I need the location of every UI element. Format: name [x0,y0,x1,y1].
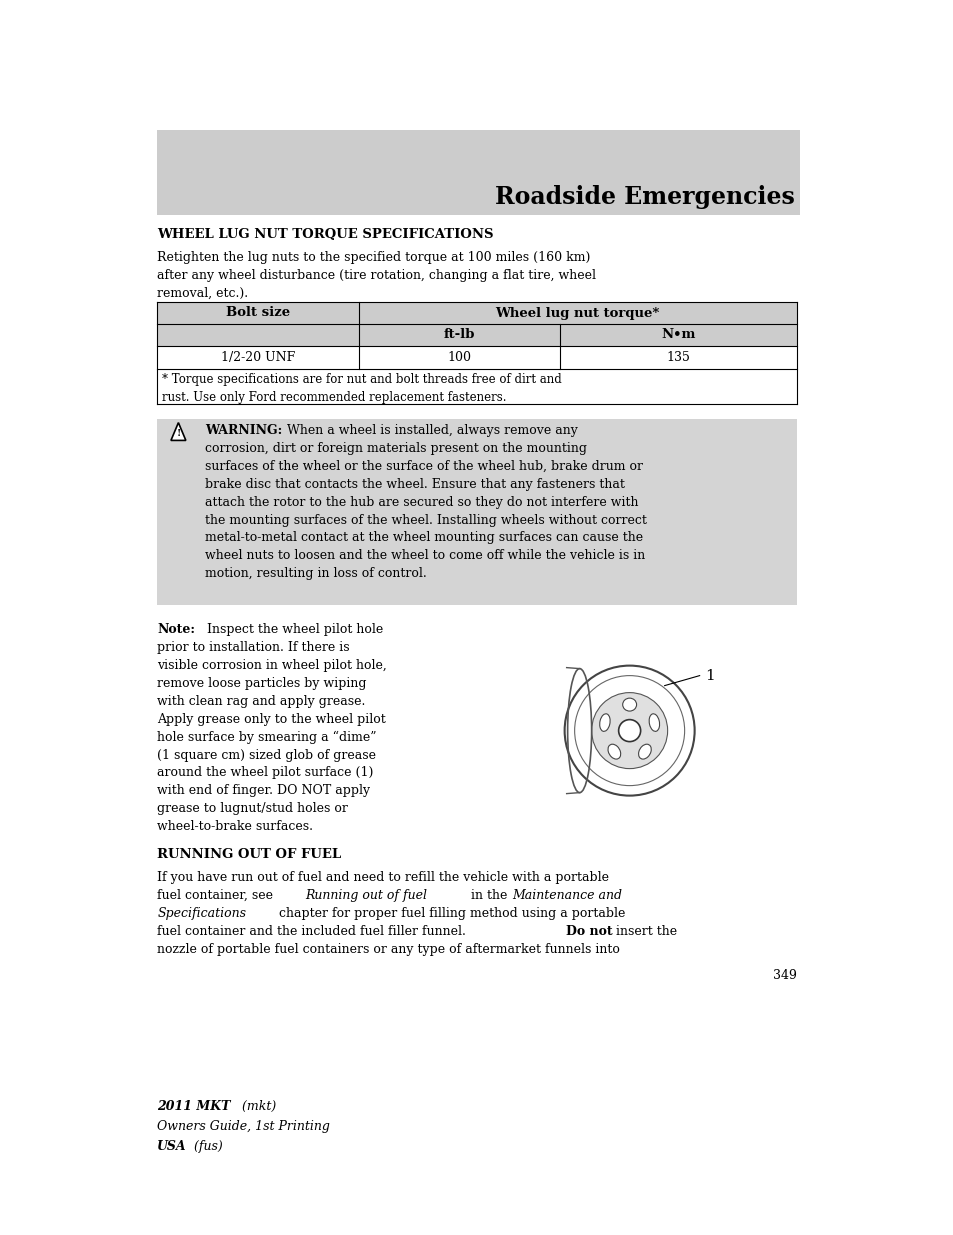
Text: (mkt): (mkt) [237,1100,275,1113]
Text: attach the rotor to the hub are secured so they do not interfere with: attach the rotor to the hub are secured … [205,495,638,509]
Text: * Torque specifications are for nut and bolt threads free of dirt and: * Torque specifications are for nut and … [162,373,561,387]
Polygon shape [171,422,186,441]
Text: ft-lb: ft-lb [443,329,475,342]
Text: Wheel lug nut torque*: Wheel lug nut torque* [495,306,659,320]
Text: nozzle of portable fuel containers or any type of aftermarket funnels into: nozzle of portable fuel containers or an… [157,942,619,956]
Text: Specifications: Specifications [157,906,246,920]
Ellipse shape [564,666,694,795]
Ellipse shape [638,745,651,760]
Text: Do not: Do not [565,925,612,937]
Ellipse shape [622,698,636,711]
Ellipse shape [618,720,640,741]
Text: metal-to-metal contact at the wheel mounting surfaces can cause the: metal-to-metal contact at the wheel moun… [205,531,642,545]
Text: fuel container and the included fuel filler funnel.: fuel container and the included fuel fil… [157,925,470,937]
Ellipse shape [648,714,659,731]
Text: (1 square cm) sized glob of grease: (1 square cm) sized glob of grease [157,748,376,762]
Text: N•m: N•m [660,329,695,342]
Text: fuel container, see: fuel container, see [157,889,277,902]
Text: 135: 135 [666,351,690,364]
Bar [157,369,796,404]
Text: after any wheel disturbance (tire rotation, changing a flat tire, wheel: after any wheel disturbance (tire rotati… [157,269,596,282]
Bar [157,303,796,324]
Text: Retighten the lug nuts to the specified torque at 100 miles (160 km): Retighten the lug nuts to the specified … [157,251,590,264]
Bar [157,324,796,346]
Text: around the wheel pilot surface (1): around the wheel pilot surface (1) [157,767,374,779]
Text: prior to installation. If there is: prior to installation. If there is [157,641,350,655]
Text: Note:: Note: [157,624,195,636]
Text: brake disc that contacts the wheel. Ensure that any fasteners that: brake disc that contacts the wheel. Ensu… [205,478,624,490]
Text: corrosion, dirt or foreign materials present on the mounting: corrosion, dirt or foreign materials pre… [205,442,586,454]
Text: remove loose particles by wiping: remove loose particles by wiping [157,677,367,690]
Bar [157,419,796,605]
Text: chapter for proper fuel filling method using a portable: chapter for proper fuel filling method u… [274,906,624,920]
Text: WHEEL LUG NUT TORQUE SPECIFICATIONS: WHEEL LUG NUT TORQUE SPECIFICATIONS [157,228,494,241]
Bar [157,346,796,369]
Text: visible corrosion in wheel pilot hole,: visible corrosion in wheel pilot hole, [157,659,387,672]
Text: in the: in the [467,889,512,902]
Text: hole surface by smearing a “dime”: hole surface by smearing a “dime” [157,731,376,743]
Text: Owners Guide, 1st Printing: Owners Guide, 1st Printing [157,1120,330,1132]
Text: wheel nuts to loosen and the wheel to come off while the vehicle is in: wheel nuts to loosen and the wheel to co… [205,550,644,562]
Text: surfaces of the wheel or the surface of the wheel hub, brake drum or: surfaces of the wheel or the surface of … [205,459,642,473]
Text: (fus): (fus) [190,1140,222,1152]
Text: Maintenance and: Maintenance and [512,889,621,902]
Text: Inspect the wheel pilot hole: Inspect the wheel pilot hole [203,624,383,636]
Text: removal, etc.).: removal, etc.). [157,287,249,300]
Text: rust. Use only Ford recommended replacement fasteners.: rust. Use only Ford recommended replacem… [162,391,506,404]
Ellipse shape [591,693,667,768]
Text: Bolt size: Bolt size [226,306,290,320]
Text: motion, resulting in loss of control.: motion, resulting in loss of control. [205,567,426,580]
Text: Running out of fuel: Running out of fuel [305,889,427,902]
Text: !: ! [176,429,180,437]
Text: If you have run out of fuel and need to refill the vehicle with a portable: If you have run out of fuel and need to … [157,871,609,884]
Text: grease to lugnut/stud holes or: grease to lugnut/stud holes or [157,803,348,815]
Text: When a wheel is installed, always remove any: When a wheel is installed, always remove… [283,424,578,437]
Text: 1: 1 [704,668,714,683]
Text: 100: 100 [447,351,471,364]
Text: RUNNING OUT OF FUEL: RUNNING OUT OF FUEL [157,848,341,861]
Text: 2011 MKT: 2011 MKT [157,1100,231,1113]
Text: WARNING:: WARNING: [205,424,282,437]
Text: Roadside Emergencies: Roadside Emergencies [495,185,795,209]
Text: 349: 349 [772,968,796,982]
Text: USA: USA [157,1140,187,1152]
Ellipse shape [599,714,610,731]
Bar [157,130,800,215]
Text: with clean rag and apply grease.: with clean rag and apply grease. [157,695,365,708]
Text: with end of finger. DO NOT apply: with end of finger. DO NOT apply [157,784,370,798]
Ellipse shape [607,745,620,760]
Text: wheel-to-brake surfaces.: wheel-to-brake surfaces. [157,820,314,834]
Text: the mounting surfaces of the wheel. Installing wheels without correct: the mounting surfaces of the wheel. Inst… [205,514,646,526]
Text: insert the: insert the [611,925,676,937]
Text: Apply grease only to the wheel pilot: Apply grease only to the wheel pilot [157,713,386,726]
Text: 1/2-20 UNF: 1/2-20 UNF [221,351,294,364]
